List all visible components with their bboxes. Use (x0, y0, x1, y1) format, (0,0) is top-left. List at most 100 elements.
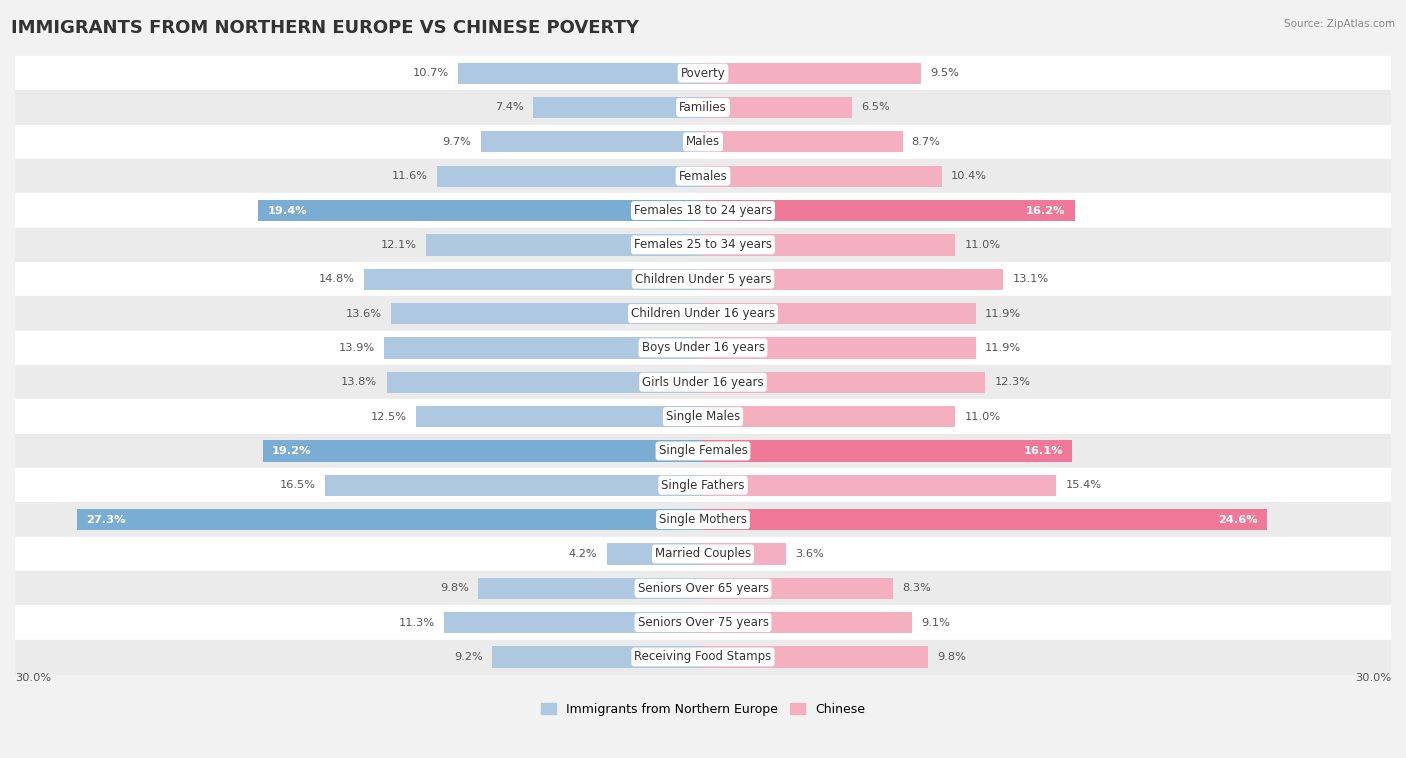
Bar (444, 612, 703, 633)
Bar (703, 62, 921, 84)
Bar (703, 440, 1073, 462)
Bar (703, 578, 893, 599)
Bar (703, 131, 903, 152)
Bar (703, 543, 786, 565)
Text: 13.9%: 13.9% (339, 343, 375, 353)
Text: IMMIGRANTS FROM NORTHERN EUROPE VS CHINESE POVERTY: IMMIGRANTS FROM NORTHERN EUROPE VS CHINE… (11, 19, 640, 37)
Bar (703, 303, 976, 324)
Bar (15, 571, 1391, 606)
Bar (15, 330, 1391, 365)
Bar (703, 200, 1074, 221)
Bar (15, 503, 1391, 537)
Bar (15, 56, 1391, 90)
Bar (703, 234, 955, 255)
Text: Boys Under 16 years: Boys Under 16 years (641, 341, 765, 355)
Text: Children Under 16 years: Children Under 16 years (631, 307, 775, 320)
Bar (437, 165, 703, 186)
Text: 9.8%: 9.8% (936, 652, 966, 662)
Text: 7.4%: 7.4% (495, 102, 524, 112)
Bar (416, 406, 703, 428)
Bar (15, 434, 1391, 468)
Text: 15.4%: 15.4% (1066, 481, 1101, 490)
Text: 10.4%: 10.4% (950, 171, 987, 181)
Text: 9.7%: 9.7% (443, 137, 471, 147)
Bar (426, 234, 703, 255)
Bar (325, 475, 703, 496)
Bar (703, 406, 955, 428)
Bar (364, 268, 703, 290)
Bar (15, 365, 1391, 399)
Bar (259, 200, 703, 221)
Bar (533, 97, 703, 118)
Bar (263, 440, 703, 462)
Bar (703, 475, 1056, 496)
Text: 8.7%: 8.7% (911, 137, 941, 147)
Text: 12.5%: 12.5% (371, 412, 408, 421)
Bar (15, 227, 1391, 262)
Bar (478, 578, 703, 599)
Bar (15, 640, 1391, 674)
Text: Single Males: Single Males (666, 410, 740, 423)
Bar (703, 268, 1004, 290)
Text: Females: Females (679, 170, 727, 183)
Text: 9.8%: 9.8% (440, 583, 470, 594)
Bar (15, 399, 1391, 434)
Bar (481, 131, 703, 152)
Bar (492, 647, 703, 668)
Text: Source: ZipAtlas.com: Source: ZipAtlas.com (1284, 19, 1395, 29)
Text: Females 18 to 24 years: Females 18 to 24 years (634, 204, 772, 217)
Text: 16.1%: 16.1% (1024, 446, 1063, 456)
Text: Poverty: Poverty (681, 67, 725, 80)
Text: Single Mothers: Single Mothers (659, 513, 747, 526)
Bar (606, 543, 703, 565)
Text: 12.3%: 12.3% (994, 377, 1031, 387)
Text: 30.0%: 30.0% (15, 673, 51, 683)
Text: Children Under 5 years: Children Under 5 years (634, 273, 772, 286)
Text: 9.5%: 9.5% (929, 68, 959, 78)
Text: 24.6%: 24.6% (1219, 515, 1258, 525)
Text: Single Females: Single Females (658, 444, 748, 457)
Text: 13.6%: 13.6% (346, 309, 382, 318)
Text: 13.1%: 13.1% (1012, 274, 1049, 284)
Bar (703, 165, 942, 186)
Bar (703, 337, 976, 359)
Bar (77, 509, 703, 531)
Text: Seniors Over 75 years: Seniors Over 75 years (637, 616, 769, 629)
Text: 6.5%: 6.5% (862, 102, 890, 112)
Bar (703, 371, 986, 393)
Bar (15, 606, 1391, 640)
Text: Receiving Food Stamps: Receiving Food Stamps (634, 650, 772, 663)
Text: Seniors Over 65 years: Seniors Over 65 years (637, 582, 769, 595)
Text: Married Couples: Married Couples (655, 547, 751, 560)
Text: 11.6%: 11.6% (392, 171, 427, 181)
Text: 9.1%: 9.1% (921, 618, 949, 628)
Text: Single Fathers: Single Fathers (661, 479, 745, 492)
Bar (457, 62, 703, 84)
Bar (703, 647, 928, 668)
Text: 4.2%: 4.2% (569, 549, 598, 559)
Text: 11.0%: 11.0% (965, 240, 1001, 250)
Text: 10.7%: 10.7% (412, 68, 449, 78)
Text: Males: Males (686, 136, 720, 149)
Text: 16.5%: 16.5% (280, 481, 315, 490)
Text: 11.3%: 11.3% (398, 618, 434, 628)
Legend: Immigrants from Northern Europe, Chinese: Immigrants from Northern Europe, Chinese (541, 703, 865, 716)
Bar (15, 193, 1391, 227)
Bar (15, 262, 1391, 296)
Text: 8.3%: 8.3% (903, 583, 931, 594)
Bar (391, 303, 703, 324)
Text: 19.4%: 19.4% (267, 205, 307, 215)
Text: 14.8%: 14.8% (318, 274, 354, 284)
Bar (703, 509, 1267, 531)
Text: 11.0%: 11.0% (965, 412, 1001, 421)
Bar (15, 159, 1391, 193)
Text: 11.9%: 11.9% (986, 309, 1021, 318)
Bar (703, 612, 911, 633)
Text: 12.1%: 12.1% (381, 240, 416, 250)
Text: 30.0%: 30.0% (1355, 673, 1391, 683)
Bar (384, 337, 703, 359)
Text: 16.2%: 16.2% (1026, 205, 1066, 215)
Bar (15, 468, 1391, 503)
Text: 19.2%: 19.2% (271, 446, 311, 456)
Bar (15, 90, 1391, 124)
